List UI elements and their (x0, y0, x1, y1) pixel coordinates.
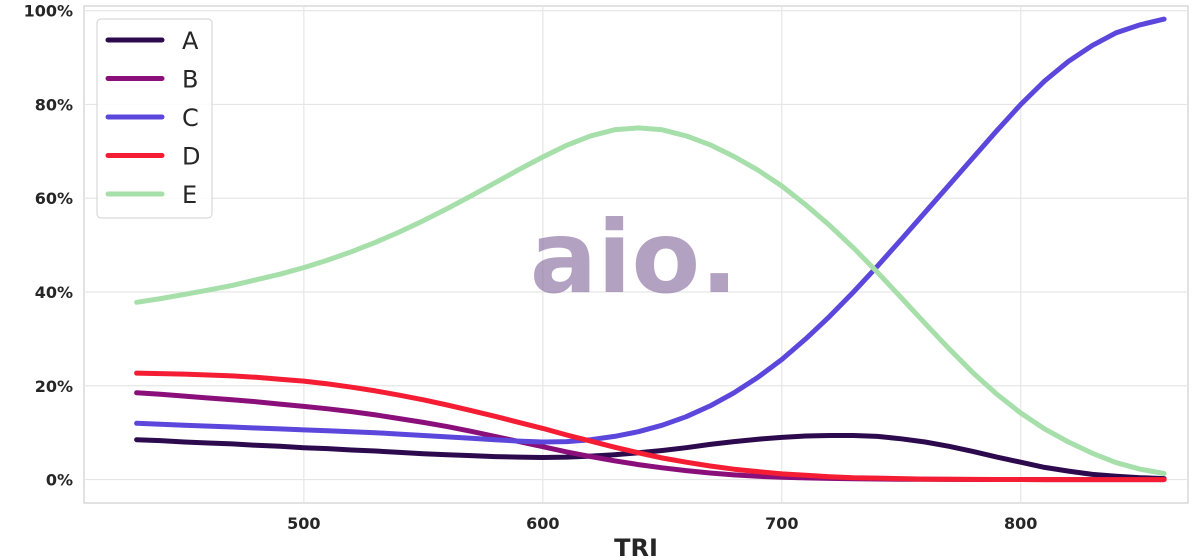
x-tick-label: 500 (287, 514, 320, 533)
series-lines (134, 16, 1167, 483)
series-line-c (134, 16, 1167, 445)
y-tick-label: 80% (35, 95, 73, 114)
series-line-a (134, 433, 1167, 482)
tick-labels: 500 600 700 800 0% 20% 40% 60% 80% 100% (24, 2, 1038, 533)
x-axis-title: TRI (614, 534, 658, 560)
legend-label-b: B (182, 66, 198, 94)
legend-label-e: E (182, 181, 197, 209)
legend-label-d: D (182, 143, 200, 171)
y-tick-label: 60% (35, 189, 73, 208)
legend-label-a: A (182, 27, 199, 55)
series-line-d (134, 370, 1167, 483)
x-tick-label: 700 (765, 514, 798, 533)
y-tick-label: 40% (35, 283, 73, 302)
x-tick-label: 800 (1004, 514, 1037, 533)
series-line-e (134, 125, 1167, 476)
grid (84, 6, 1188, 503)
y-tick-label: 0% (46, 471, 73, 490)
y-tick-label: 20% (35, 377, 73, 396)
legend-label-c: C (182, 104, 199, 132)
watermark-logo: aio. (530, 199, 738, 316)
x-tick-label: 600 (526, 514, 559, 533)
plot-area (83, 5, 1189, 504)
watermark: aio. (530, 199, 738, 316)
y-tick-label: 100% (24, 2, 73, 21)
